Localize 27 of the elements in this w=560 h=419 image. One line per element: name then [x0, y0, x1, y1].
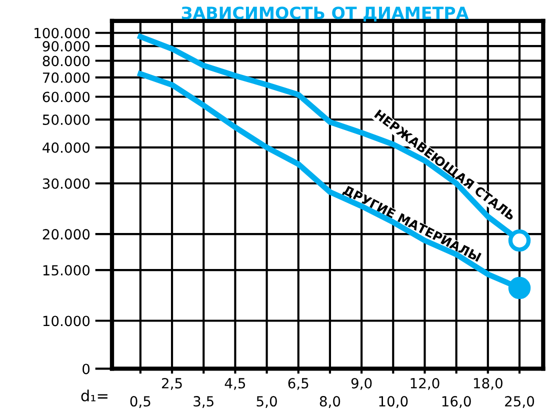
- x-tick-label: 12,0: [410, 378, 440, 390]
- x-tick-label: 9,0: [351, 378, 372, 390]
- y-tick-label: 30.000: [42, 178, 90, 189]
- y-tick-label: 15.000: [43, 265, 90, 276]
- y-tick-label: 70.000: [43, 72, 90, 83]
- y-tick-label: 40.000: [42, 142, 90, 153]
- chart-title: ЗАВИСИМОСТЬ ОТ ДИАМЕТРА: [182, 6, 469, 22]
- x-tick-label: 8,0: [320, 396, 340, 408]
- x-tick-label: 5,0: [256, 396, 277, 408]
- y-tick-label: 60.000: [42, 92, 90, 102]
- x-tick-label: 3,5: [194, 396, 214, 408]
- y-tick-label: 10.000: [43, 316, 90, 326]
- y-tick-label: 90.000: [42, 41, 90, 52]
- x-tick-label: 25,0: [505, 396, 534, 408]
- y-tick-label: 0: [82, 364, 90, 374]
- x-tick-label: 16,0: [442, 396, 471, 408]
- y-tick-label: 80.000: [42, 56, 90, 66]
- y-tick-label: 20.000: [42, 229, 90, 240]
- x-tick-label: 10,0: [379, 396, 408, 408]
- x-tick-label: 2,5: [162, 378, 182, 390]
- y-tick-label: 50.000: [42, 114, 90, 125]
- x-tick-label: 6,5: [288, 378, 308, 390]
- x-tick-label: 0,5: [130, 396, 150, 408]
- x-axis-title: d₁=: [81, 390, 108, 402]
- x-tick-label: 18,0: [474, 378, 502, 390]
- y-tick-label: 100.000: [34, 28, 90, 38]
- x-tick-label: 4,5: [224, 378, 246, 390]
